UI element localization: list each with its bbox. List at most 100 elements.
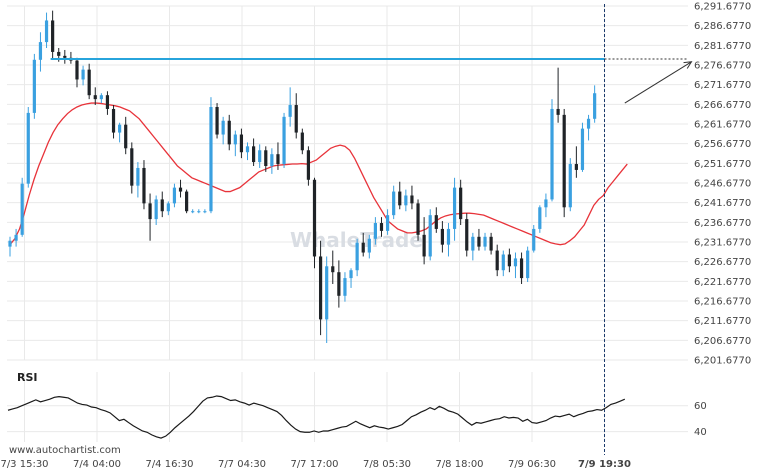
candle bbox=[63, 49, 67, 64]
candle-body bbox=[568, 164, 572, 208]
candle bbox=[87, 63, 91, 100]
price-tick-label: 6,206.6770 bbox=[694, 336, 751, 347]
candle-body bbox=[93, 95, 97, 100]
candle-body bbox=[392, 191, 396, 216]
candle-body bbox=[81, 69, 85, 80]
candle bbox=[568, 158, 572, 212]
candle bbox=[75, 57, 79, 88]
candle-body bbox=[26, 112, 30, 184]
candle-body bbox=[63, 55, 67, 58]
candle bbox=[197, 209, 201, 214]
rsi-title: RSI bbox=[17, 371, 38, 384]
candle bbox=[282, 112, 286, 168]
candle-body bbox=[434, 215, 438, 229]
candle bbox=[20, 177, 24, 237]
candle bbox=[124, 116, 128, 155]
candle bbox=[8, 236, 12, 257]
candle-body bbox=[361, 242, 365, 253]
candle bbox=[574, 146, 578, 178]
candle bbox=[385, 209, 390, 235]
candle-body bbox=[459, 187, 463, 220]
candle bbox=[538, 205, 542, 233]
candle bbox=[477, 228, 481, 251]
candle-body bbox=[239, 134, 244, 153]
candle bbox=[483, 232, 487, 251]
candle-body bbox=[507, 254, 511, 267]
candle-body bbox=[428, 215, 432, 257]
candle bbox=[556, 67, 560, 123]
rsi-tick-label: 40 bbox=[694, 427, 707, 438]
candle bbox=[239, 128, 244, 159]
time-tick-label: 7/8 18:00 bbox=[435, 459, 483, 470]
candle-body bbox=[495, 250, 499, 271]
candle-body bbox=[264, 150, 268, 166]
candle-body bbox=[586, 118, 591, 129]
candle bbox=[337, 260, 341, 308]
candle bbox=[227, 114, 231, 151]
candle bbox=[136, 162, 140, 198]
candle bbox=[166, 201, 170, 216]
candle bbox=[148, 193, 152, 241]
candle bbox=[526, 246, 530, 283]
candle-body bbox=[416, 203, 420, 235]
candle bbox=[81, 65, 85, 86]
candle-body bbox=[87, 69, 91, 96]
time-tick-label: 7/3 15:30 bbox=[0, 459, 48, 470]
candle-body bbox=[221, 120, 225, 135]
candle-body bbox=[105, 95, 110, 109]
candle-body bbox=[398, 191, 402, 206]
candle-body bbox=[489, 236, 493, 251]
candle bbox=[446, 223, 451, 257]
candle bbox=[312, 177, 317, 269]
candle bbox=[428, 209, 432, 261]
candle-body bbox=[373, 223, 377, 239]
candle-body bbox=[118, 124, 122, 133]
price-axis: 6,201.6770 6,206.6770 6,211.6770 6,216.6770… bbox=[694, 2, 751, 439]
candle bbox=[51, 10, 55, 60]
candle-body bbox=[57, 51, 61, 56]
time-tick-label: 7/9 19:30 bbox=[578, 459, 631, 470]
candle-body bbox=[349, 270, 353, 279]
candle-body bbox=[148, 203, 152, 220]
moving-average-line bbox=[9, 102, 628, 246]
candle-body bbox=[513, 258, 518, 267]
candle-body bbox=[172, 187, 177, 204]
candle-body bbox=[282, 116, 286, 165]
rsi-panel bbox=[7, 395, 626, 439]
candle-body bbox=[367, 238, 371, 253]
candle-body bbox=[288, 105, 292, 117]
candle-body bbox=[477, 236, 481, 247]
candle bbox=[172, 183, 177, 208]
candle bbox=[44, 12, 49, 48]
price-tick-label: 6,221.6770 bbox=[694, 277, 751, 288]
candle-body bbox=[245, 146, 250, 153]
candle bbox=[440, 221, 444, 253]
candle bbox=[367, 234, 371, 259]
candle-body bbox=[14, 234, 18, 241]
candle bbox=[270, 148, 274, 174]
moving-average bbox=[9, 102, 628, 246]
candle bbox=[154, 195, 158, 225]
candle-body bbox=[538, 207, 542, 229]
candle-body bbox=[258, 150, 262, 163]
candle bbox=[404, 189, 408, 212]
price-tick-label: 6,211.6770 bbox=[694, 316, 751, 327]
price-tick-label: 6,236.6770 bbox=[694, 218, 751, 229]
candle-body bbox=[306, 150, 311, 180]
candle bbox=[264, 146, 268, 172]
candle bbox=[203, 209, 207, 214]
time-axis: 7/3 15:30 7/4 04:00 7/4 16:30 7/7 04:30 7/7 … bbox=[0, 459, 631, 470]
candle bbox=[410, 185, 414, 210]
rsi-tick-label: 60 bbox=[694, 401, 707, 412]
price-tick-label: 6,216.6770 bbox=[694, 297, 751, 308]
candle-body bbox=[580, 128, 585, 170]
candle bbox=[519, 252, 524, 284]
time-tick-label: 7/7 17:00 bbox=[290, 459, 338, 470]
candle-body bbox=[99, 95, 103, 100]
candle-body bbox=[544, 199, 548, 208]
candle bbox=[93, 87, 97, 106]
price-tick-label: 6,226.6770 bbox=[694, 257, 751, 268]
candle-body bbox=[343, 278, 347, 296]
price-tick-label: 6,246.6770 bbox=[694, 179, 751, 190]
